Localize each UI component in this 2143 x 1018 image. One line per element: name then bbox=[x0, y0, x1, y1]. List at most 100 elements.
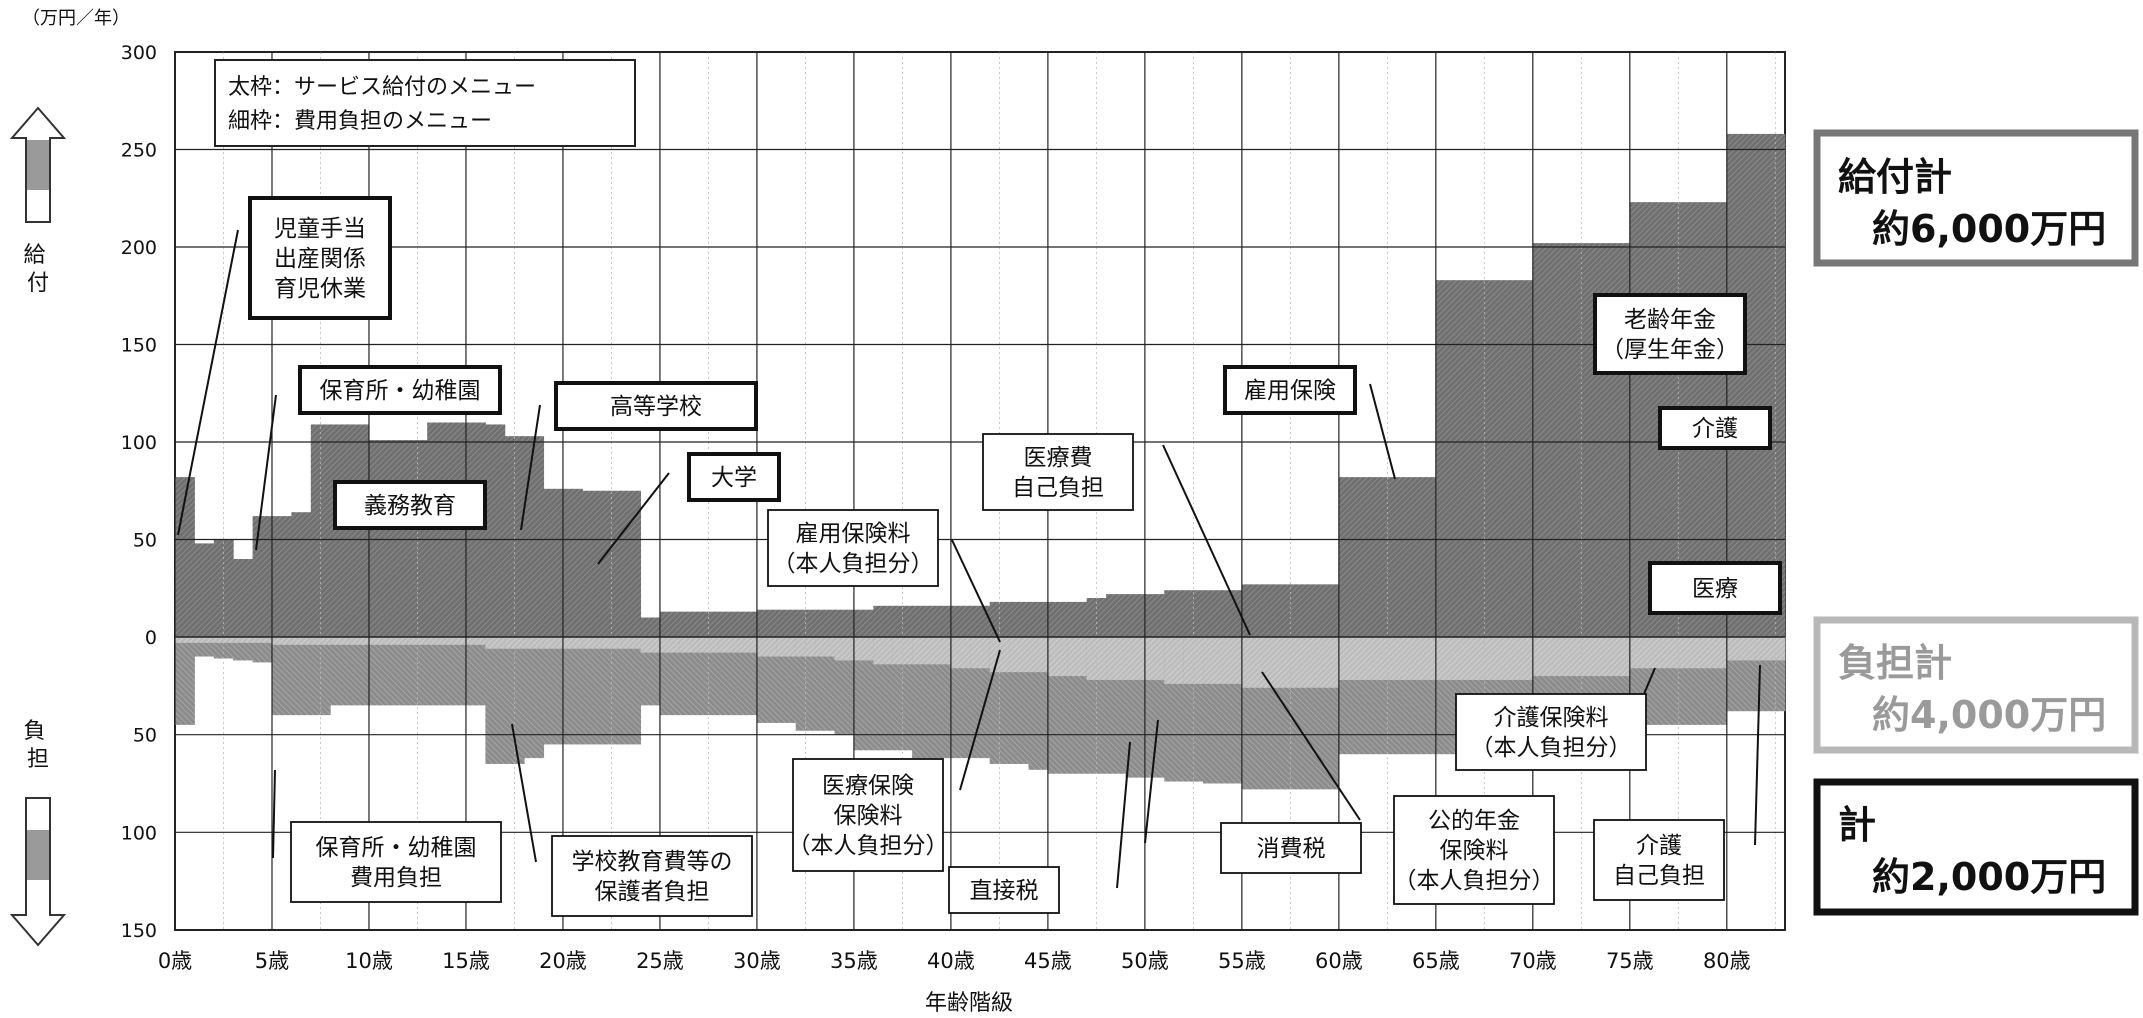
callout-text: 直接税 bbox=[970, 878, 1039, 904]
callout-text: （本人負担分） bbox=[773, 551, 934, 577]
callout-text: 高等学校 bbox=[610, 394, 702, 420]
callout-employment-insurance: 雇用保険 bbox=[1223, 365, 1396, 480]
burden-axis-char-2: 担 bbox=[27, 747, 49, 772]
burden-bar-top bbox=[795, 637, 816, 657]
callout-text: 介護 bbox=[1692, 416, 1738, 442]
summary-net-box: 計 約2,000万円 bbox=[1813, 778, 2139, 916]
benefit-bar bbox=[349, 424, 370, 637]
burden-bar-top bbox=[368, 637, 389, 645]
benefit-bar bbox=[815, 609, 836, 637]
benefit-bar bbox=[504, 436, 525, 637]
x-tick-label: 25歳 bbox=[636, 949, 684, 973]
burden-axis-char-1: 負 bbox=[23, 719, 45, 744]
burden-bar-top bbox=[349, 637, 370, 645]
summary-net-title: 計 bbox=[1838, 803, 1876, 847]
burden-bar-top bbox=[1106, 637, 1126, 680]
callout-text: 保育所・幼稚園 bbox=[316, 835, 477, 861]
benefit-bar bbox=[640, 617, 661, 637]
callout-frame bbox=[1223, 365, 1357, 415]
burden-bar bbox=[330, 637, 351, 706]
y-tick-label: 50 bbox=[133, 530, 157, 552]
callout-frame bbox=[290, 821, 502, 903]
callout-frame bbox=[792, 758, 944, 872]
summary-burden-title: 負担計 bbox=[1838, 641, 1952, 685]
benefit-bar bbox=[233, 559, 254, 637]
burden-axis-label: 負 担 bbox=[23, 719, 52, 772]
burden-bar-top bbox=[252, 637, 273, 643]
callout-frame bbox=[248, 196, 392, 320]
callout-leader-line bbox=[1144, 719, 1159, 844]
x-tick-label: 40歳 bbox=[927, 949, 975, 973]
callout-text: 育児休業 bbox=[274, 276, 366, 302]
burden-bar-top bbox=[815, 637, 836, 657]
summary-benefit-value: 約6,000万円 bbox=[1872, 207, 2106, 251]
burden-bar-top bbox=[175, 637, 195, 643]
x-tick-label: 60歳 bbox=[1315, 949, 1363, 973]
benefit-bar bbox=[698, 611, 719, 637]
y-tick-label: 0 bbox=[145, 627, 157, 649]
benefit-bar bbox=[853, 609, 874, 637]
callout-frame bbox=[1658, 406, 1772, 450]
benefit-bar bbox=[330, 424, 351, 637]
benefit-bar bbox=[1009, 601, 1029, 637]
burden-bar bbox=[252, 637, 273, 663]
summary-net-value: 約2,000万円 bbox=[1872, 855, 2106, 899]
callout-leader-line bbox=[1116, 741, 1131, 889]
x-tick-label: 45歳 bbox=[1024, 949, 1072, 973]
callout-employment-ins-premium: 雇用保険料 （本人負担分） bbox=[767, 509, 1001, 643]
callout-frame bbox=[982, 433, 1134, 511]
burden-bar bbox=[659, 637, 680, 716]
burden-bar bbox=[737, 637, 758, 716]
benefit-bar bbox=[1028, 601, 1049, 637]
callout-frame bbox=[948, 866, 1060, 914]
x-tick-label: 50歳 bbox=[1121, 949, 1169, 973]
summary-benefit-box: 給付計 約6,000万円 bbox=[1813, 129, 2139, 267]
callout-text: 出産関係 bbox=[274, 246, 366, 272]
burden-bar bbox=[621, 637, 642, 745]
benefit-bar bbox=[679, 611, 700, 637]
burden-bar-top bbox=[1144, 637, 1165, 680]
burden-bar-top bbox=[271, 637, 292, 645]
callout-frame bbox=[687, 452, 781, 502]
benefit-bar bbox=[776, 609, 797, 637]
callout-frame bbox=[1648, 561, 1782, 615]
benefit-bar bbox=[388, 440, 409, 637]
burden-bar-top bbox=[1028, 637, 1049, 673]
burden-bar bbox=[640, 637, 661, 706]
callout-text: 公的年金 bbox=[1428, 808, 1520, 834]
y-tick-label: 150 bbox=[121, 335, 157, 357]
burden-bar-top bbox=[640, 637, 661, 653]
burden-bar-top bbox=[776, 637, 797, 657]
burden-bar-top bbox=[446, 637, 467, 645]
callout-text: 保育所・幼稚園 bbox=[320, 378, 481, 404]
burden-bar-top bbox=[892, 637, 913, 665]
benefit-bar bbox=[912, 605, 933, 637]
callout-nursery: 保育所・幼稚園 bbox=[255, 365, 502, 551]
summary-burden-value: 約4,000万円 bbox=[1872, 693, 2106, 737]
burden-bar-top bbox=[582, 637, 603, 649]
x-tick-label: 5歳 bbox=[255, 949, 289, 973]
burden-bar-top bbox=[213, 637, 234, 643]
legend-box: 太枠：サービス給付のメニュー 細枠：費用負担のメニュー bbox=[214, 59, 636, 147]
x-tick-label: 20歳 bbox=[539, 949, 587, 973]
burden-bar-top bbox=[931, 637, 952, 665]
benefit-bar bbox=[543, 488, 564, 637]
burden-down-arrow-icon bbox=[9, 797, 67, 947]
benefit-bar bbox=[718, 611, 739, 637]
burden-bar bbox=[873, 637, 894, 751]
burden-bar-top bbox=[427, 637, 448, 645]
benefit-bar bbox=[368, 440, 389, 637]
benefit-bar bbox=[271, 516, 292, 637]
x-axis-label: 年齢階級 bbox=[925, 991, 1013, 1016]
x-tick-label: 65歳 bbox=[1412, 949, 1460, 973]
burden-bar-top bbox=[621, 637, 642, 649]
x-tick-label: 30歳 bbox=[733, 949, 781, 973]
callout-leader-line bbox=[1369, 383, 1396, 480]
callout-text: 保険料 bbox=[1440, 838, 1509, 864]
burden-bar-top bbox=[679, 637, 700, 653]
burden-bar bbox=[679, 637, 700, 716]
burden-bar bbox=[853, 637, 874, 751]
